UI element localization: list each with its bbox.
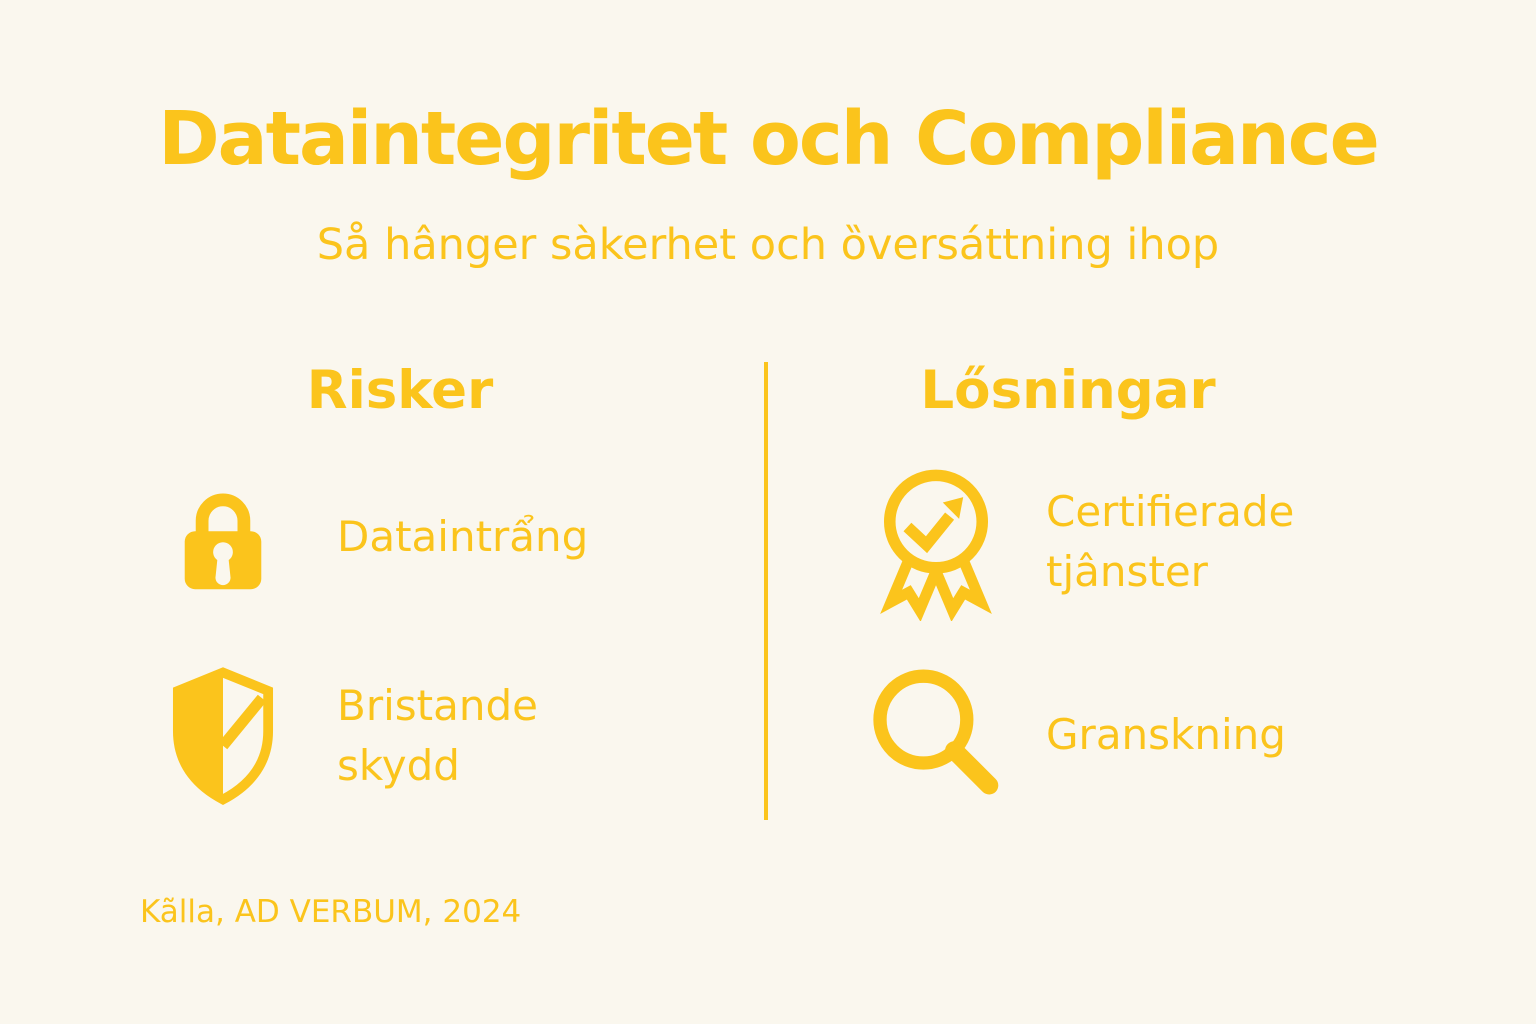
shield-icon — [160, 666, 285, 806]
solution-item-label: Granskning — [1046, 709, 1286, 759]
solution-item-label: Certifierade tjânster — [1046, 487, 1295, 596]
column-divider — [764, 362, 768, 820]
risk-item-label: Dataintrẩng — [337, 512, 589, 562]
magnifier-icon — [866, 660, 1006, 810]
solution-item-certified-services: Certifierade tjânster — [866, 452, 1356, 632]
page-title: Dataintegritet och Compliance — [158, 96, 1380, 182]
lock-icon — [160, 476, 285, 598]
risk-item-label: Bristande skydd — [337, 680, 538, 790]
risk-item-poor-protection: Bristande skydd — [160, 658, 647, 813]
solutions-column-heading: Lősningar — [920, 360, 1216, 421]
risk-item-data-breach: Dataintrẩng — [160, 462, 588, 612]
source-note: Kãlla, AD VERBUM, 2024 — [140, 894, 522, 930]
award-check-icon — [866, 463, 1006, 621]
page-subtitle: Så hânger sàkerhet och ȍversáttning ihop — [316, 220, 1220, 270]
solution-item-review: Granskning — [866, 652, 1286, 817]
risks-column-heading: Risker — [306, 360, 494, 421]
